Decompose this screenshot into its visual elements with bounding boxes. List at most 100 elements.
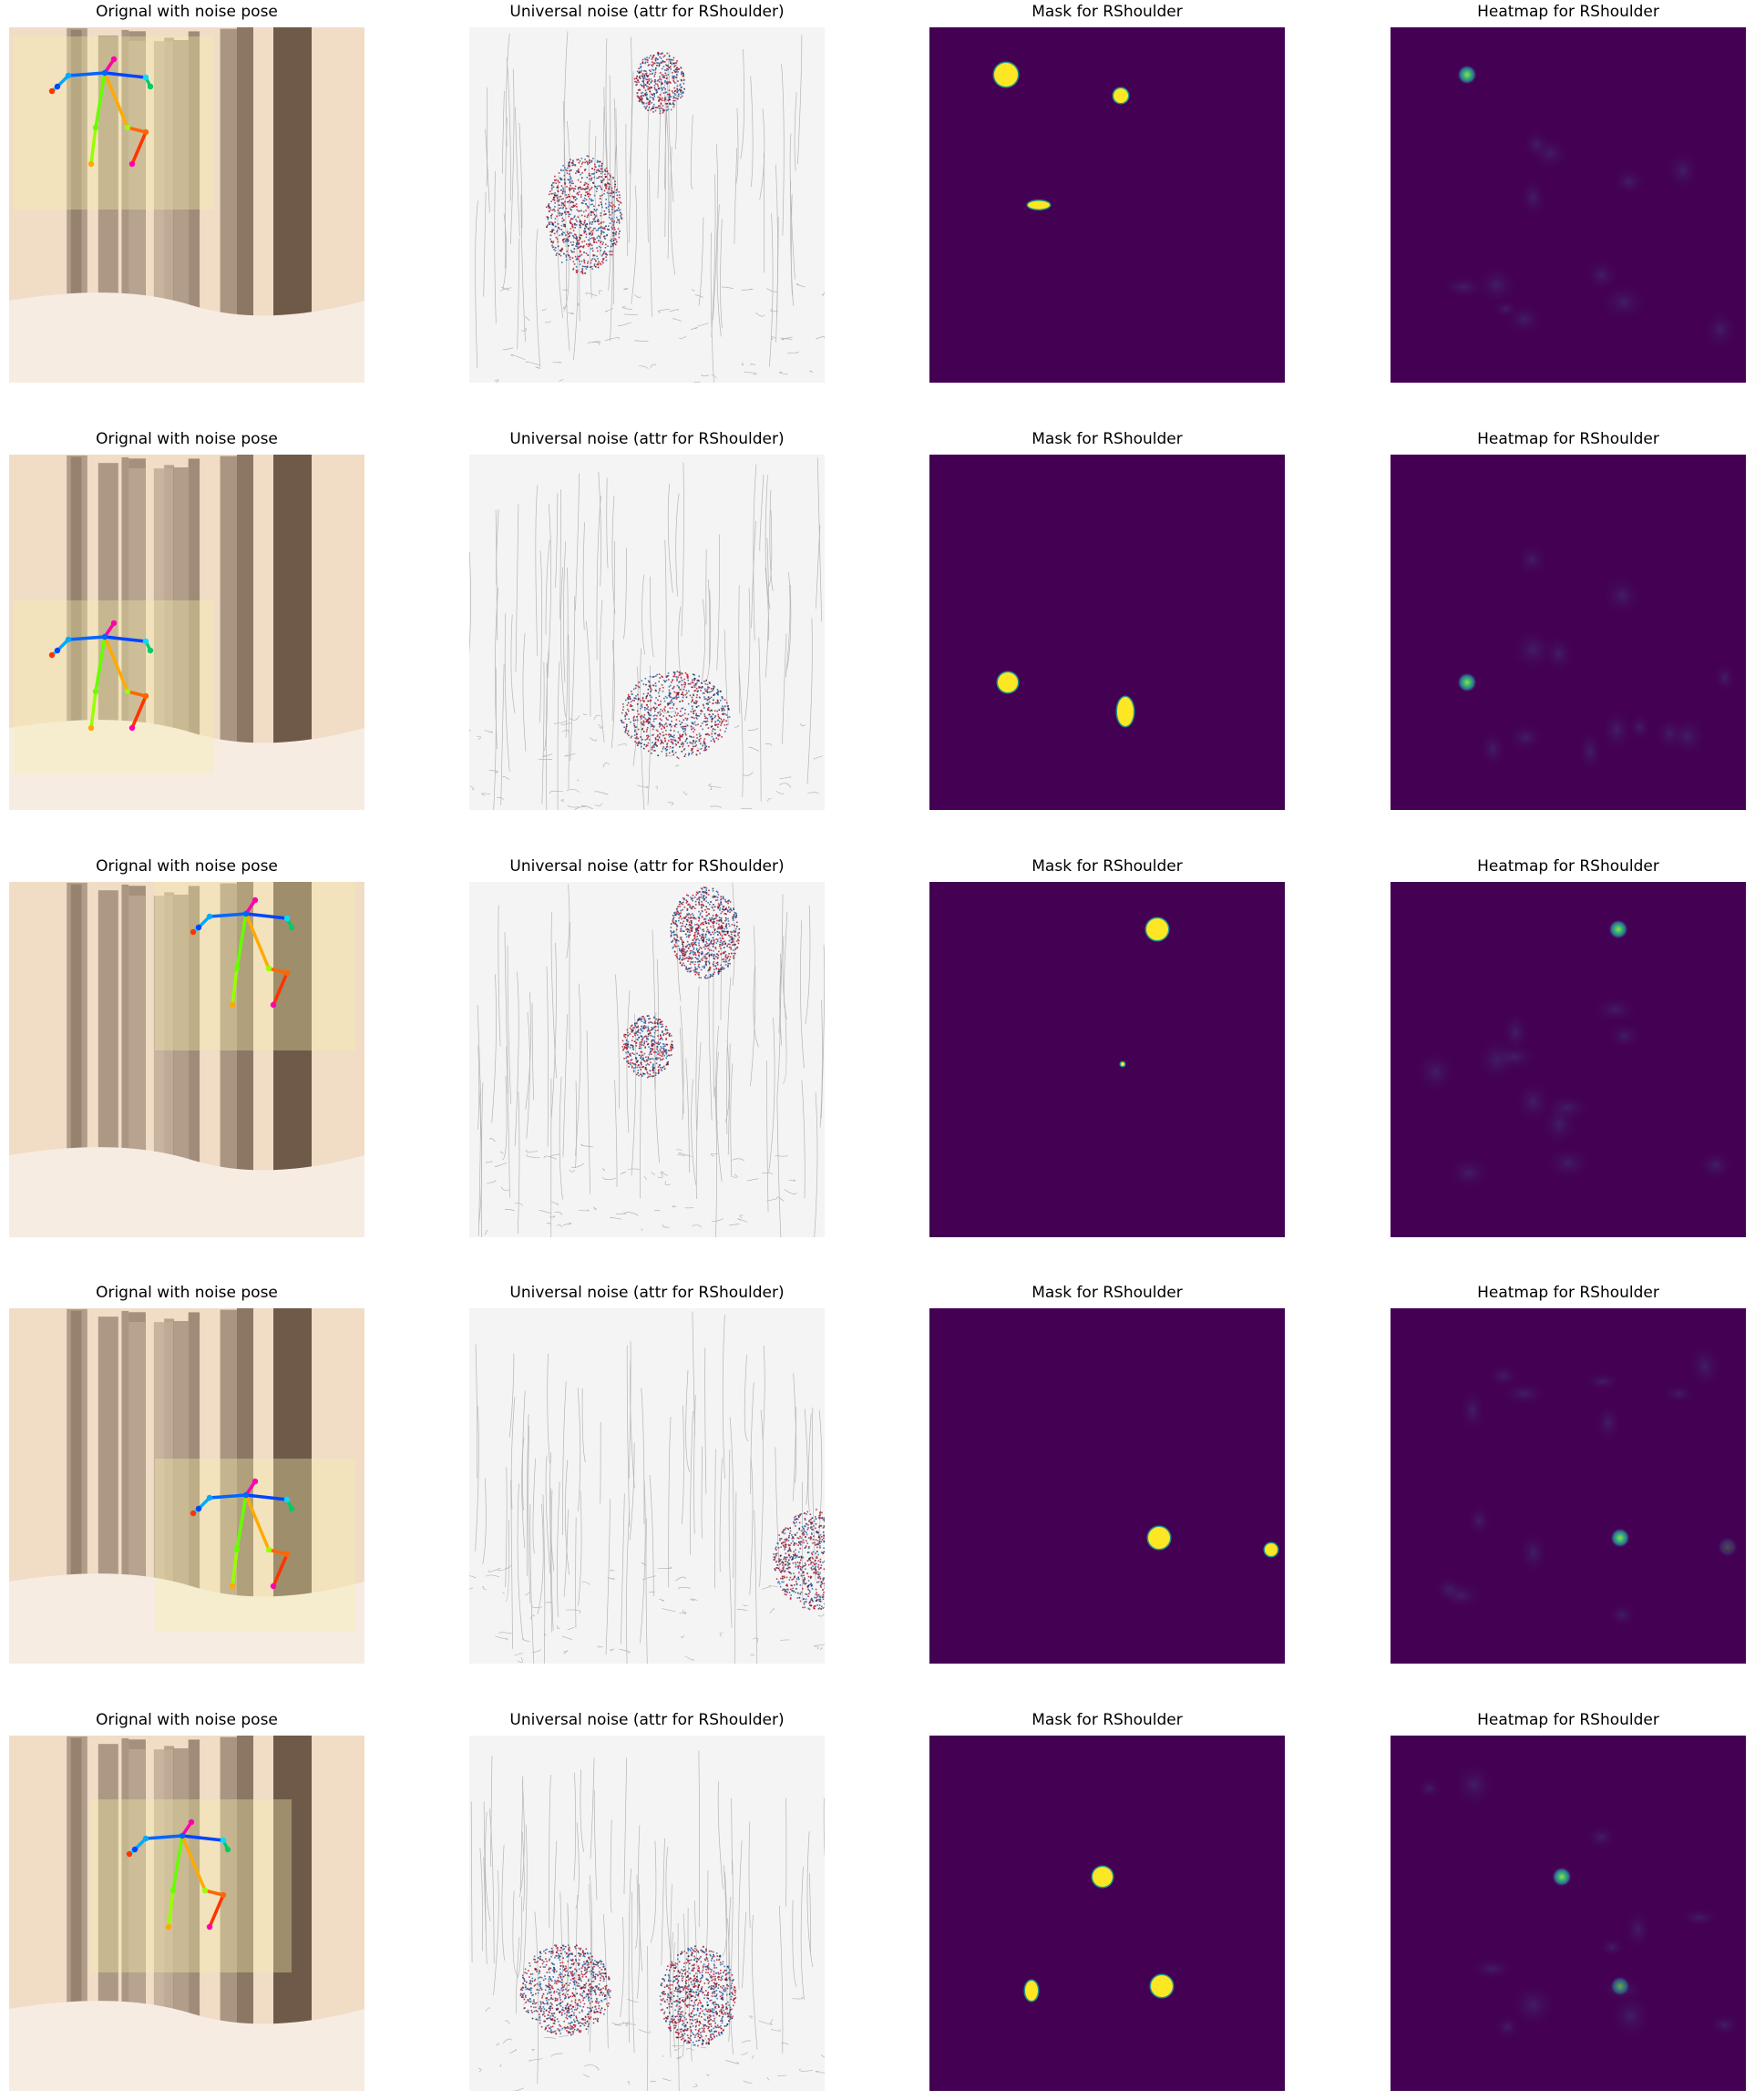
- edge-lines: [475, 31, 825, 383]
- forest-trees: [67, 882, 312, 1210]
- mask-blob: [1026, 200, 1052, 210]
- mask-blob: [1091, 1865, 1114, 1889]
- noise-patch: [91, 1799, 292, 1972]
- mask-image: [929, 455, 1285, 810]
- edge-lines: [477, 882, 825, 1237]
- heatmap-image: [1391, 27, 1746, 383]
- heat-background-glow: [1432, 1343, 1722, 1628]
- original-image: [9, 455, 364, 810]
- noise-image: [469, 455, 825, 810]
- panel-noise-row-2: Universal noise (attr for RShoulder): [469, 430, 825, 810]
- panel-title: Heatmap for RShoulder: [1477, 3, 1659, 21]
- edge-lines: [469, 1311, 825, 1664]
- pose-skeleton: [48, 56, 154, 168]
- heat-peak: [1608, 919, 1628, 939]
- heat-background-glow: [1441, 128, 1738, 351]
- panel-title: Heatmap for RShoulder: [1477, 857, 1659, 876]
- panel-title: Orignal with noise pose: [96, 1711, 278, 1729]
- panel-heatmap-row-4: Heatmap for RShoulder: [1391, 1284, 1746, 1664]
- original-image: [9, 27, 364, 383]
- panel-title: Mask for RShoulder: [1031, 857, 1183, 876]
- heatmap-image: [1391, 882, 1746, 1237]
- panel-heatmap-row-5: Heatmap for RShoulder: [1391, 1711, 1746, 2091]
- panel-noise-row-4: Universal noise (attr for RShoulder): [469, 1284, 825, 1664]
- panel-title: Mask for RShoulder: [1031, 430, 1183, 448]
- mask-image: [929, 1308, 1285, 1664]
- panel-mask-row-5: Mask for RShoulder: [929, 1711, 1285, 2091]
- attribution-cluster: [620, 671, 731, 760]
- attribution-cluster: [773, 1509, 825, 1611]
- noise-patch: [155, 1459, 355, 1632]
- original-image: [9, 882, 364, 1237]
- mask-blob: [1119, 1060, 1126, 1068]
- panel-original-row-3: Orignal with noise pose: [9, 857, 364, 1237]
- noise-patch: [14, 600, 214, 773]
- panel-original-row-4: Orignal with noise pose: [9, 1284, 364, 1664]
- heat-background-glow: [1479, 543, 1738, 773]
- forest-trees: [67, 27, 312, 355]
- mask-blob: [996, 671, 1020, 694]
- panel-noise-row-3: Universal noise (attr for RShoulder): [469, 857, 825, 1237]
- heatmap-image: [1391, 455, 1746, 810]
- panel-title: Orignal with noise pose: [96, 430, 278, 448]
- panel-title: Mask for RShoulder: [1031, 1711, 1183, 1729]
- panel-original-row-5: Orignal with noise pose: [9, 1711, 364, 2091]
- mask-blob: [992, 61, 1020, 88]
- heat-background-glow: [1414, 996, 1734, 1191]
- heat-peak: [1552, 1867, 1572, 1887]
- panel-mask-row-3: Mask for RShoulder: [929, 857, 1285, 1237]
- panel-title: Mask for RShoulder: [1031, 3, 1183, 21]
- heat-peak: [1610, 1528, 1630, 1548]
- attribution-cluster: [670, 886, 741, 979]
- original-image: [9, 1308, 364, 1664]
- pose-skeleton: [190, 1478, 295, 1590]
- panel-mask-row-2: Mask for RShoulder: [929, 430, 1285, 810]
- mask-blob: [1149, 1973, 1175, 1999]
- panel-title: Universal noise (attr for RShoulder): [509, 1711, 785, 1729]
- mask-image: [929, 882, 1285, 1237]
- panel-heatmap-row-2: Heatmap for RShoulder: [1391, 430, 1746, 810]
- noise-image: [469, 1736, 825, 2091]
- heatmap-image: [1391, 1736, 1746, 2091]
- panel-original-row-1: Orignal with noise pose: [9, 3, 364, 383]
- attribution-cluster: [545, 155, 623, 275]
- panel-title: Universal noise (attr for RShoulder): [509, 430, 785, 448]
- forest-trees: [67, 455, 312, 783]
- heat-peak: [1457, 672, 1477, 692]
- forest-trees: [67, 1736, 312, 2064]
- heat-background-glow: [1417, 1762, 1740, 2040]
- panel-mask-row-1: Mask for RShoulder: [929, 3, 1285, 383]
- pose-skeleton: [190, 896, 295, 1009]
- noise-image: [469, 1308, 825, 1664]
- panel-noise-row-5: Universal noise (attr for RShoulder): [469, 1711, 825, 2091]
- mask-image: [929, 27, 1285, 383]
- panel-heatmap-row-1: Heatmap for RShoulder: [1391, 3, 1746, 383]
- attribution-cluster: [659, 1945, 737, 2047]
- panel-title: Orignal with noise pose: [96, 857, 278, 876]
- attribution-cluster: [519, 1944, 611, 2036]
- mask-blob: [1115, 695, 1135, 728]
- panel-title: Heatmap for RShoulder: [1477, 1711, 1659, 1729]
- original-image: [9, 1736, 364, 2091]
- noise-patch: [155, 882, 355, 1050]
- panel-title: Orignal with noise pose: [96, 1284, 278, 1302]
- panel-mask-row-4: Mask for RShoulder: [929, 1284, 1285, 1664]
- panel-title: Mask for RShoulder: [1031, 1284, 1183, 1302]
- panel-title: Universal noise (attr for RShoulder): [509, 3, 785, 21]
- pose-skeleton: [48, 620, 154, 732]
- noise-patch: [14, 36, 214, 210]
- pose-skeleton: [126, 1818, 231, 1931]
- mask-blob: [1112, 87, 1130, 105]
- heat-peak: [1457, 65, 1477, 85]
- panel-title: Heatmap for RShoulder: [1477, 1284, 1659, 1302]
- panel-title: Universal noise (attr for RShoulder): [509, 1284, 785, 1302]
- mask-blob: [1146, 1525, 1172, 1551]
- noise-image: [469, 882, 825, 1237]
- panel-heatmap-row-3: Heatmap for RShoulder: [1391, 857, 1746, 1237]
- forest-trees: [67, 1308, 312, 1636]
- mask-blob: [1263, 1542, 1279, 1558]
- edge-lines: [469, 457, 823, 810]
- panel-original-row-2: Orignal with noise pose: [9, 430, 364, 810]
- attribution-cluster: [633, 51, 685, 115]
- panel-noise-row-1: Universal noise (attr for RShoulder): [469, 3, 825, 383]
